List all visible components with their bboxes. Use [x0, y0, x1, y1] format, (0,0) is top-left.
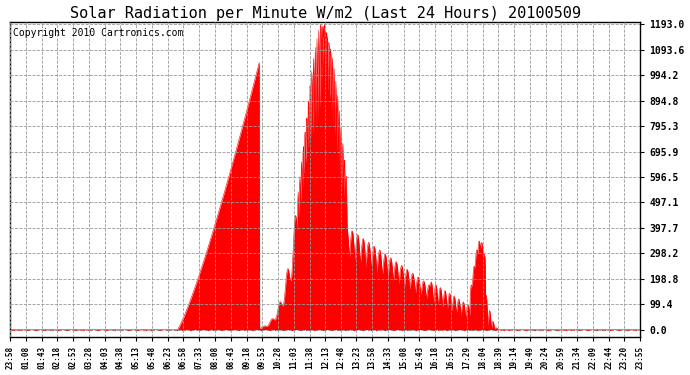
Title: Solar Radiation per Minute W/m2 (Last 24 Hours) 20100509: Solar Radiation per Minute W/m2 (Last 24…: [70, 6, 580, 21]
Text: Copyright 2010 Cartronics.com: Copyright 2010 Cartronics.com: [13, 28, 184, 38]
